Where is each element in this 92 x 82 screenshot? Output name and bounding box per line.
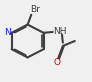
- Text: NH: NH: [53, 27, 67, 36]
- Text: O: O: [54, 58, 61, 67]
- Text: N: N: [4, 28, 11, 37]
- Text: Br: Br: [30, 5, 40, 14]
